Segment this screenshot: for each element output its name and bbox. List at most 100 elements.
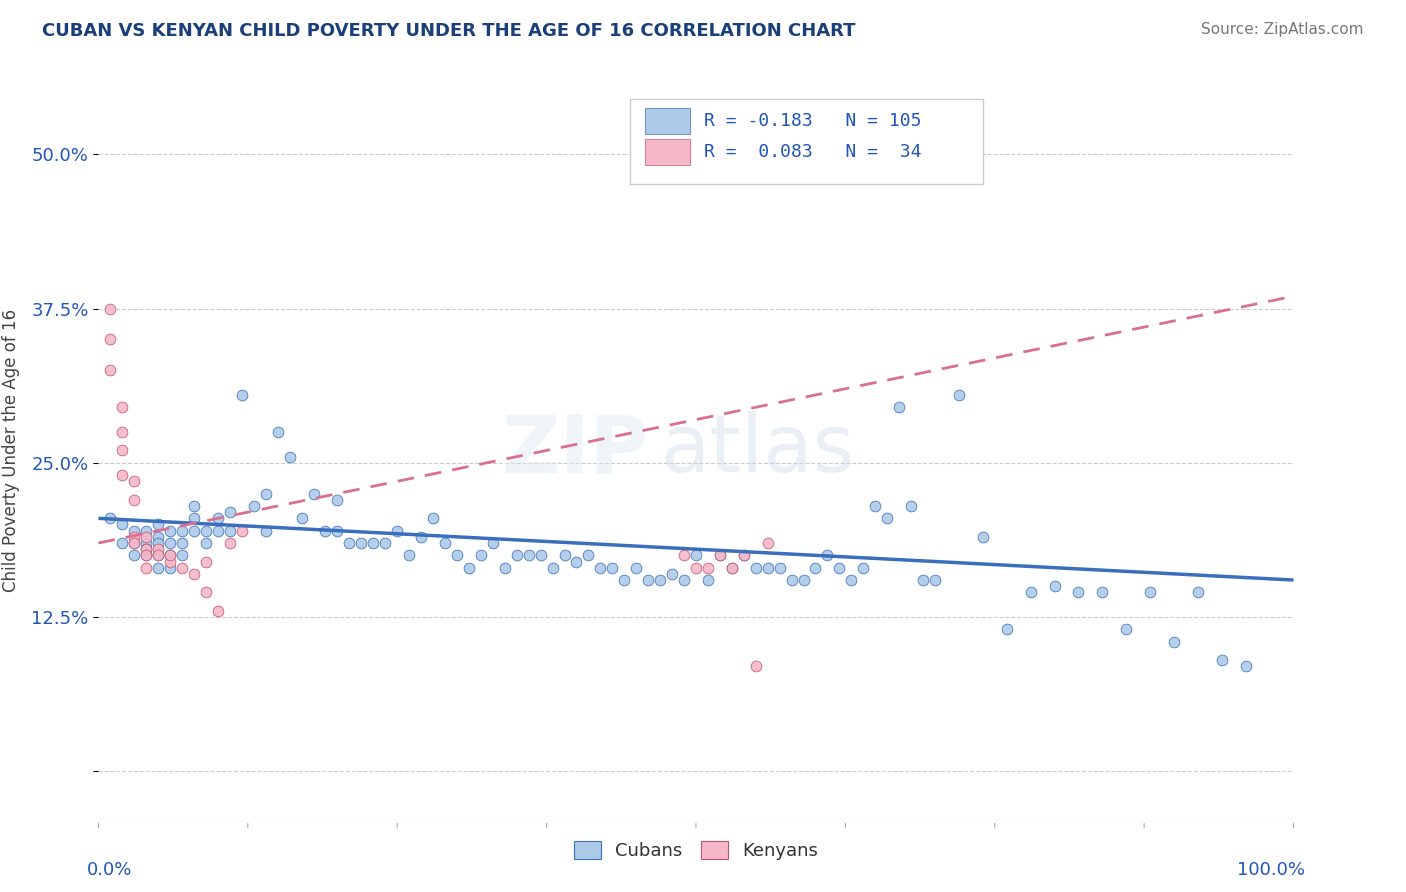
- Point: [148, 530, 170, 544]
- Point: [673, 549, 696, 563]
- Point: [124, 536, 146, 550]
- Point: [411, 530, 433, 544]
- Point: [254, 486, 277, 500]
- Point: [135, 536, 157, 550]
- Point: [637, 573, 659, 587]
- Point: [589, 560, 612, 574]
- Point: [159, 554, 181, 569]
- Point: [172, 536, 194, 550]
- Point: [889, 401, 911, 415]
- FancyBboxPatch shape: [644, 139, 690, 165]
- Point: [852, 560, 875, 574]
- Point: [1091, 585, 1114, 599]
- Point: [972, 530, 994, 544]
- Point: [231, 524, 253, 538]
- Point: [374, 536, 396, 550]
- Point: [148, 517, 170, 532]
- Point: [148, 560, 170, 574]
- Point: [780, 573, 803, 587]
- Point: [1163, 634, 1185, 648]
- Point: [98, 511, 122, 525]
- Point: [135, 549, 157, 563]
- Text: atlas: atlas: [661, 411, 855, 490]
- Point: [721, 560, 744, 574]
- Point: [291, 511, 314, 525]
- Point: [1139, 585, 1161, 599]
- Point: [302, 486, 325, 500]
- Point: [815, 549, 838, 563]
- Point: [841, 573, 863, 587]
- Point: [124, 475, 146, 489]
- Point: [207, 524, 229, 538]
- Point: [1234, 659, 1257, 673]
- Point: [530, 549, 553, 563]
- Point: [709, 549, 731, 563]
- FancyBboxPatch shape: [630, 99, 983, 184]
- Point: [565, 554, 588, 569]
- Text: R = -0.183   N = 105: R = -0.183 N = 105: [704, 112, 922, 130]
- Point: [1115, 623, 1137, 637]
- Point: [685, 549, 707, 563]
- Point: [385, 524, 409, 538]
- Point: [481, 536, 505, 550]
- Point: [804, 560, 827, 574]
- Point: [231, 388, 253, 402]
- Point: [98, 333, 122, 347]
- Point: [948, 388, 970, 402]
- Point: [685, 560, 707, 574]
- Point: [183, 524, 205, 538]
- Point: [1211, 653, 1233, 667]
- Point: [219, 536, 242, 550]
- Point: [756, 560, 779, 574]
- Point: [995, 623, 1018, 637]
- Point: [135, 530, 157, 544]
- Point: [135, 524, 157, 538]
- Point: [578, 549, 600, 563]
- Point: [554, 549, 576, 563]
- Point: [828, 560, 851, 574]
- Point: [1067, 585, 1090, 599]
- Point: [721, 560, 744, 574]
- Point: [111, 443, 134, 458]
- Point: [111, 468, 134, 483]
- Point: [613, 573, 636, 587]
- Point: [278, 450, 301, 464]
- Point: [517, 549, 540, 563]
- Point: [339, 536, 361, 550]
- Point: [648, 573, 672, 587]
- Point: [195, 554, 218, 569]
- Point: [458, 560, 481, 574]
- Point: [243, 499, 266, 513]
- Point: [1187, 585, 1209, 599]
- Point: [195, 524, 218, 538]
- Point: [159, 536, 181, 550]
- Point: [148, 536, 170, 550]
- Point: [111, 536, 134, 550]
- Point: [159, 524, 181, 538]
- Text: 100.0%: 100.0%: [1237, 862, 1306, 880]
- Point: [697, 560, 720, 574]
- Point: [159, 549, 181, 563]
- Point: [865, 499, 887, 513]
- Point: [183, 499, 205, 513]
- Point: [219, 505, 242, 519]
- Point: [172, 524, 194, 538]
- Text: R =  0.083   N =  34: R = 0.083 N = 34: [704, 144, 922, 161]
- Point: [924, 573, 946, 587]
- Point: [172, 549, 194, 563]
- Text: 0.0%: 0.0%: [87, 862, 132, 880]
- Point: [124, 530, 146, 544]
- Point: [1043, 579, 1066, 593]
- Point: [195, 585, 218, 599]
- Point: [135, 542, 157, 557]
- Point: [326, 524, 349, 538]
- Point: [135, 542, 157, 557]
- Point: [98, 363, 122, 377]
- Point: [494, 560, 516, 574]
- Point: [422, 511, 444, 525]
- Point: [111, 425, 134, 439]
- Point: [254, 524, 277, 538]
- Point: [363, 536, 385, 550]
- Point: [541, 560, 564, 574]
- Point: [434, 536, 457, 550]
